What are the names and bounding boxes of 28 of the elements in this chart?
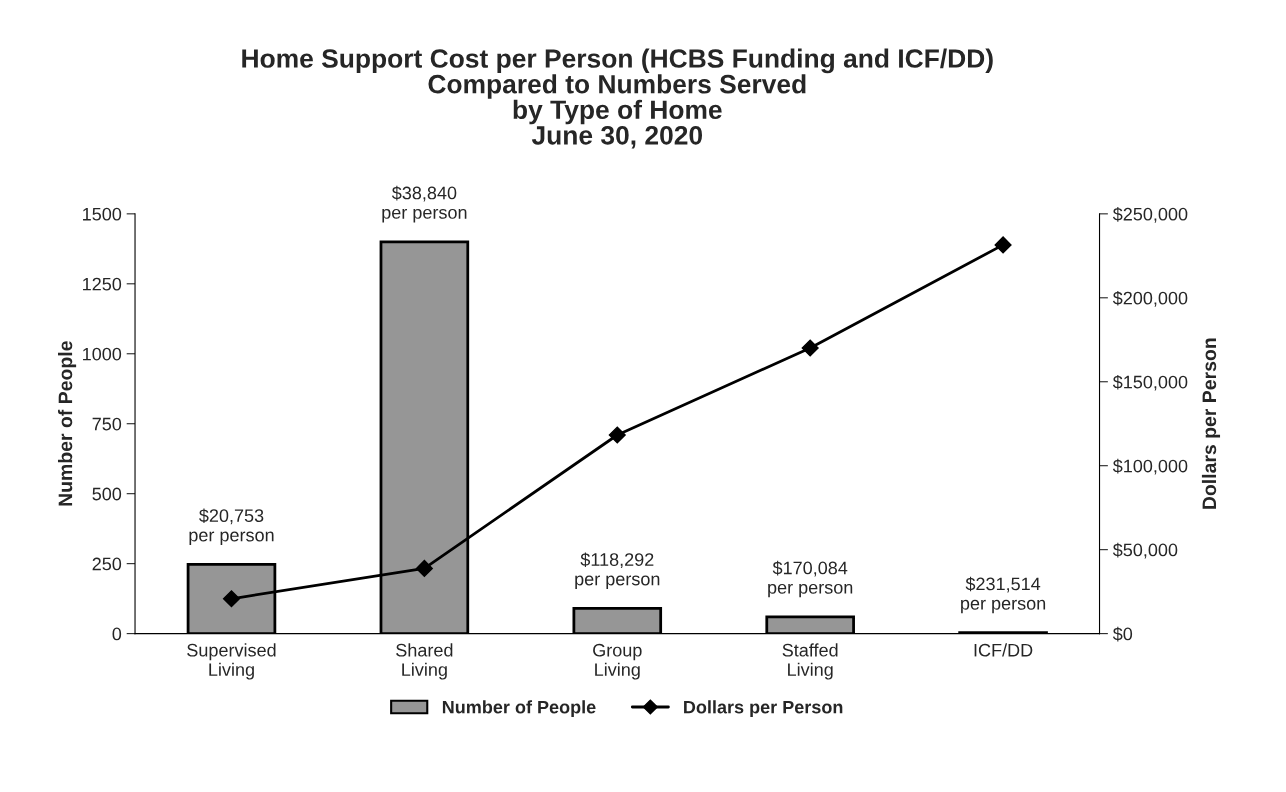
y-axis-title: Number of People [57, 341, 77, 506]
annotation: $231,514 per person [961, 576, 1046, 614]
y2-tick-label: $0 [1112, 626, 1133, 642]
annotation: $170,084 per person [768, 560, 853, 598]
chart-title: Home Support Cost per Person (HCBS Funding and ICF/DD) Compared to Numbers Served by Type of Home June 30, 2020 [242, 48, 993, 149]
y-tick-label: 1500 [83, 207, 122, 221]
x-tick-label: Staffed Living [782, 643, 838, 680]
legend-label: Dollars per Person [684, 700, 843, 718]
y-tick-label: 250 [92, 557, 122, 571]
y-tick-label: 1250 [83, 277, 122, 291]
annotation: $20,753 per person [189, 508, 274, 546]
annotation: $38,840 per person [382, 185, 467, 223]
x-tick-label: Supervised Living [187, 643, 276, 680]
y-tick-label: 500 [92, 487, 122, 501]
y2-tick-label: $100,000 [1112, 458, 1188, 475]
y-tick-label: 0 [112, 627, 122, 641]
y2-tick-label: $150,000 [1112, 374, 1188, 391]
y-tick-label: 1000 [83, 347, 122, 361]
y2-axis-title: Dollars per Person [1201, 338, 1221, 509]
y2-tick-label: $250,000 [1112, 207, 1188, 223]
x-tick-label: ICF/DD [974, 643, 1033, 657]
x-tick-label: Shared Living [396, 643, 453, 680]
x-tick-label: Group Living [593, 643, 642, 680]
y-tick-label: 750 [92, 417, 122, 431]
y2-tick-label: $200,000 [1112, 290, 1188, 307]
annotation: $118,292 per person [575, 552, 660, 589]
y2-tick-label: $50,000 [1112, 542, 1178, 559]
legend-label: Number of People [442, 700, 596, 718]
